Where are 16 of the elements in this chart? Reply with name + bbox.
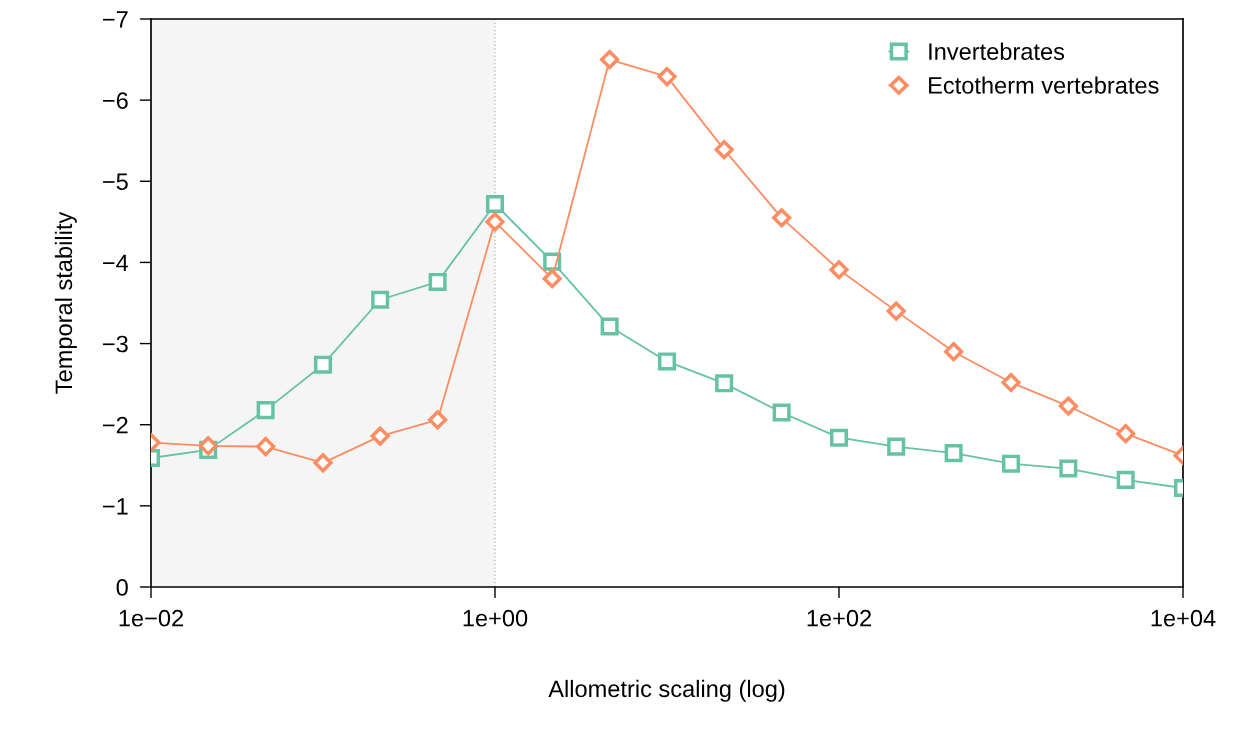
y-tick-label: −5 bbox=[103, 173, 128, 191]
y-tick-label: −6 bbox=[103, 92, 128, 109]
x-tick-label: 1e+00 bbox=[463, 609, 528, 627]
x-tick-label: 1e+02 bbox=[807, 609, 871, 627]
x-tick-label: 1e+04 bbox=[1151, 609, 1216, 627]
y-tick-label: −2 bbox=[103, 416, 128, 434]
y-tick-label: −4 bbox=[103, 254, 129, 271]
y-tick-label: −1 bbox=[103, 498, 128, 515]
y-tick-label: −7 bbox=[103, 11, 128, 28]
y-tick-label: 0 bbox=[116, 579, 128, 596]
legend-label: Invertebrates bbox=[929, 42, 1065, 60]
x-tick-label: 1e−02 bbox=[119, 609, 183, 627]
x-axis-title: Allometric scaling (log) bbox=[548, 679, 785, 702]
y-tick-label: −3 bbox=[103, 335, 128, 353]
legend-label: Ectotherm vertebrates bbox=[929, 76, 1159, 94]
y-axis-title: Temporal stability bbox=[54, 211, 77, 394]
